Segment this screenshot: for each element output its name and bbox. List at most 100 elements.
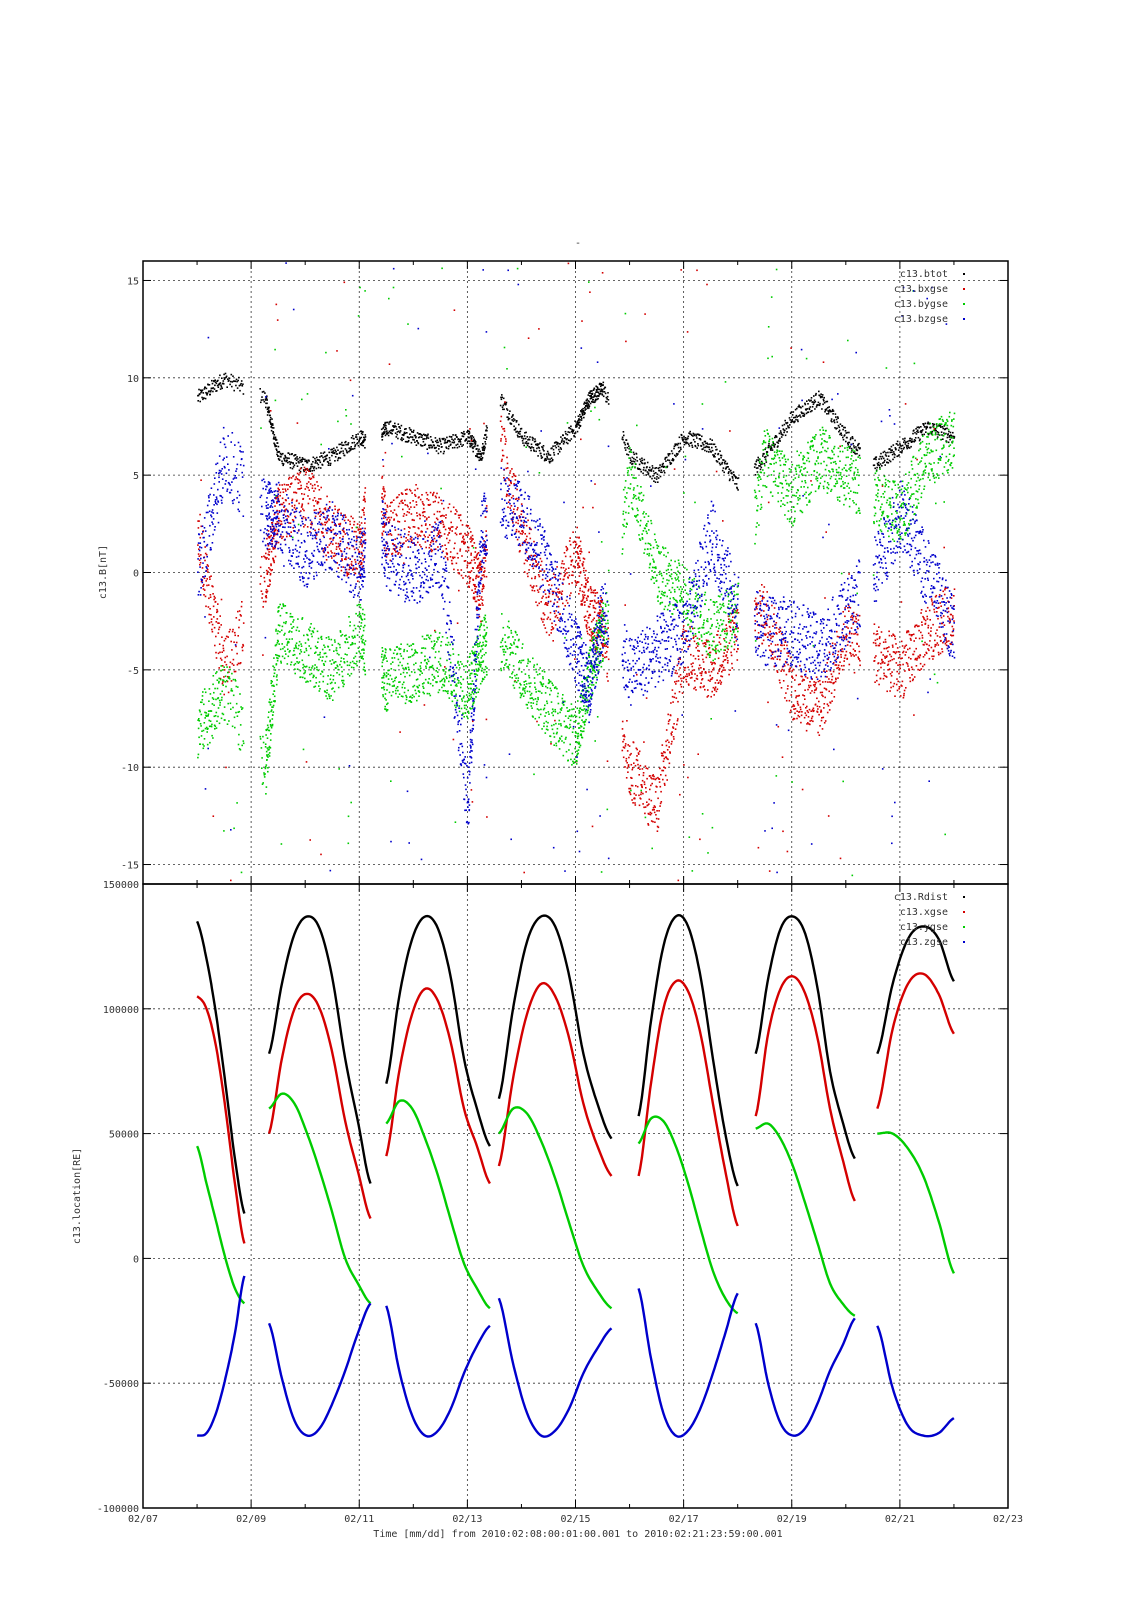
data-point (783, 647, 786, 650)
data-point (567, 439, 570, 441)
data-point (398, 502, 401, 505)
data-point (440, 535, 443, 537)
data-point (460, 438, 462, 440)
data-point (201, 695, 204, 697)
data-point (394, 422, 396, 425)
data-point (259, 583, 262, 585)
data-point (269, 573, 272, 576)
data-point (400, 536, 403, 539)
data-point (418, 496, 420, 498)
data-point (894, 453, 896, 456)
data-point (759, 602, 762, 605)
data-point (312, 461, 314, 463)
data-point (275, 439, 278, 441)
data-point (411, 539, 413, 541)
data-point (476, 567, 478, 569)
data-point (546, 604, 549, 606)
data-point (913, 429, 915, 432)
data-point (915, 637, 917, 639)
data-point (892, 651, 895, 653)
data-point (442, 521, 444, 523)
data-point (945, 432, 947, 435)
data-point (653, 811, 656, 814)
data-point (662, 760, 665, 763)
data-point (721, 670, 723, 673)
data-point (714, 456, 716, 458)
data-point (316, 462, 318, 464)
data-point (809, 681, 811, 683)
data-point (675, 697, 678, 699)
data-point (482, 453, 485, 455)
data-point (547, 602, 549, 604)
data-point (313, 469, 315, 472)
data-point (389, 519, 391, 521)
data-point (901, 444, 904, 447)
data-point (210, 614, 212, 616)
data-point (704, 440, 707, 443)
data-point (425, 491, 428, 494)
data-point (470, 444, 473, 447)
data-point (586, 401, 588, 404)
data-point (940, 639, 942, 642)
data-point (517, 432, 520, 434)
data-point (276, 502, 278, 504)
data-point (202, 747, 205, 750)
data-point (383, 547, 386, 549)
data-point (791, 670, 794, 672)
data-point (512, 495, 514, 497)
data-point (778, 631, 781, 633)
data-point (225, 685, 227, 688)
data-point (823, 707, 825, 709)
data-point (825, 408, 828, 410)
data-point (929, 635, 932, 637)
data-point (280, 535, 282, 538)
data-point (241, 646, 243, 649)
data-point (851, 615, 853, 617)
data-point (336, 562, 338, 564)
data-point (227, 677, 230, 679)
data-point (728, 468, 730, 470)
data-point (576, 421, 579, 423)
data-point (242, 643, 244, 646)
data-point (842, 623, 845, 625)
data-point (679, 683, 682, 686)
data-point (932, 425, 934, 427)
data-point (278, 450, 281, 453)
data-point (227, 378, 229, 380)
data-point (450, 521, 452, 524)
data-point (902, 448, 905, 450)
data-point (362, 440, 365, 443)
data-point (583, 416, 585, 419)
data-point (437, 501, 440, 504)
data-point (404, 504, 407, 506)
data-point (309, 839, 311, 841)
data-point (444, 666, 446, 668)
data-point (465, 439, 467, 441)
data-point (349, 523, 351, 526)
data-point (685, 441, 688, 443)
data-point (905, 687, 907, 689)
data-point (199, 710, 201, 713)
data-point (771, 449, 774, 451)
data-point (263, 400, 266, 403)
data-point (239, 389, 241, 392)
data-point (691, 444, 693, 447)
data-point (324, 455, 327, 457)
data-point (212, 683, 214, 686)
data-point (926, 618, 929, 620)
data-point (677, 453, 679, 455)
data-point (481, 577, 483, 580)
data-point (938, 653, 940, 656)
data-point (398, 426, 401, 428)
data-point (553, 590, 555, 593)
data-point (541, 446, 544, 449)
data-point (596, 398, 598, 401)
data-point (227, 636, 229, 638)
data-point (209, 720, 212, 722)
data-point (588, 551, 590, 554)
data-point (899, 443, 901, 445)
data-point (315, 467, 318, 470)
data-point (469, 561, 472, 564)
data-point (221, 682, 224, 685)
data-point (669, 453, 671, 455)
